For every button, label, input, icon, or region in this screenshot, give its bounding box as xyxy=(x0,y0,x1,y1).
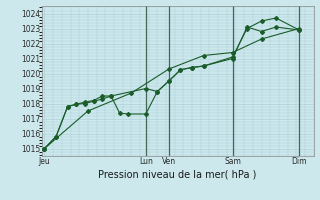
X-axis label: Pression niveau de la mer( hPa ): Pression niveau de la mer( hPa ) xyxy=(99,169,257,179)
